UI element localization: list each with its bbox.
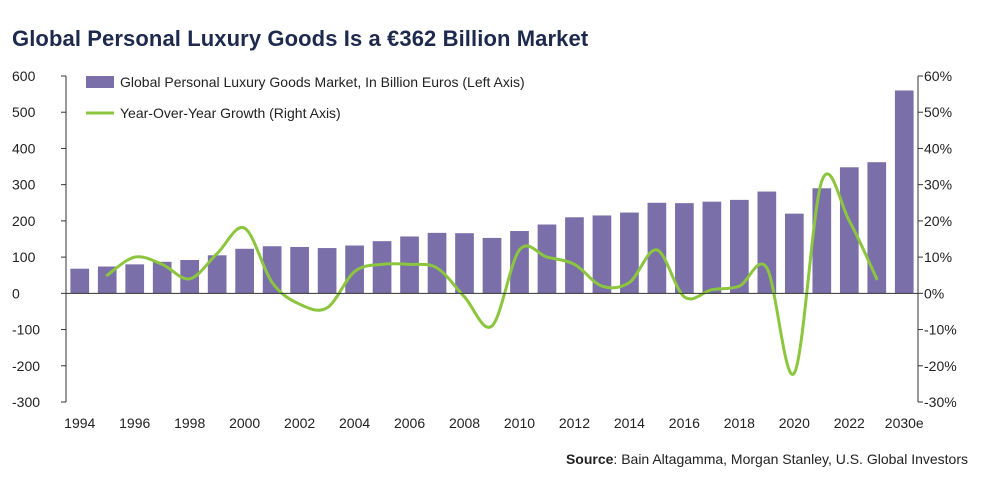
bar-1994 <box>70 268 90 294</box>
right-tick-label: 40% <box>924 140 952 156</box>
bar-2004 <box>345 245 364 294</box>
x-tick-label: 2018 <box>724 415 755 431</box>
source-text: : Bain Altagamma, Morgan Stanley, U.S. G… <box>613 451 968 467</box>
x-tick-label: 2020 <box>779 415 810 431</box>
x-tick-label: 2014 <box>614 415 645 431</box>
line-series <box>105 172 879 376</box>
x-tick-label: 1998 <box>174 415 205 431</box>
bar-1999 <box>207 255 227 294</box>
x-tick-label: 1996 <box>119 415 150 431</box>
left-tick-label: 200 <box>12 213 36 229</box>
bar-series <box>70 90 914 294</box>
left-tick-label: 300 <box>12 177 36 193</box>
right-tick-label: 50% <box>924 104 952 120</box>
bar-2019 <box>757 191 777 294</box>
bar-2023 <box>867 162 887 294</box>
bar-2001 <box>262 246 282 294</box>
right-tick-label: 0% <box>924 285 944 301</box>
left-tick-label: -200 <box>12 358 40 374</box>
x-tick-label: 2006 <box>394 415 425 431</box>
bar-2012 <box>565 217 584 294</box>
bar-2020 <box>784 213 804 294</box>
bar-2021 <box>812 188 832 294</box>
right-tick-label: 30% <box>924 177 952 193</box>
bar-2015 <box>647 202 667 294</box>
x-tick-label: 2012 <box>559 415 590 431</box>
bar-2003 <box>317 248 337 294</box>
left-tick-label: 500 <box>12 104 36 120</box>
legend-label-bar: Global Personal Luxury Goods Market, In … <box>120 74 525 90</box>
left-tick-label: 0 <box>12 285 20 301</box>
right-tick-label: 20% <box>924 213 952 229</box>
bar-2030e <box>894 90 914 294</box>
bar-2014 <box>620 212 639 294</box>
source-label: Source <box>565 451 614 467</box>
legend-swatch-bar <box>86 76 114 88</box>
right-tick-label: 60% <box>924 68 952 84</box>
left-tick-label: -100 <box>12 322 40 338</box>
x-tick-label: 2010 <box>504 415 535 431</box>
x-tick-label: 2002 <box>284 415 315 431</box>
bar-2017 <box>702 201 722 294</box>
bar-2009 <box>482 237 502 294</box>
bar-2016 <box>675 203 694 294</box>
x-tick-label: 2004 <box>339 415 370 431</box>
bar-1997 <box>152 261 172 294</box>
bar-1998 <box>180 260 200 294</box>
bar-1996 <box>125 264 145 294</box>
left-tick-label: 600 <box>12 68 36 84</box>
bar-2011 <box>537 224 557 294</box>
x-tick-label: 2022 <box>834 415 865 431</box>
bar-2000 <box>235 248 254 294</box>
right-tick-label: -20% <box>924 358 957 374</box>
left-tick-label: 100 <box>12 249 36 265</box>
legend: Global Personal Luxury Goods Market, In … <box>86 74 525 121</box>
growth-line <box>105 172 879 376</box>
bar-2007 <box>427 232 447 294</box>
left-tick-label: -300 <box>12 394 40 410</box>
right-tick-label: -30% <box>924 394 957 410</box>
right-tick-label: 10% <box>924 249 952 265</box>
source-note: Source: Bain Altagamma, Morgan Stanley, … <box>566 451 968 467</box>
chart-title: Global Personal Luxury Goods Is a €362 B… <box>12 26 589 51</box>
left-tick-label: 400 <box>12 140 36 156</box>
x-tick-label: 1994 <box>64 415 95 431</box>
x-tick-label: 2030e <box>885 415 924 431</box>
bar-2005 <box>372 241 392 294</box>
x-tick-label: 2016 <box>669 415 700 431</box>
bar-2002 <box>290 246 309 294</box>
bar-2022 <box>839 167 859 294</box>
legend-label-line: Year-Over-Year Growth (Right Axis) <box>120 105 341 121</box>
bar-2013 <box>592 215 612 294</box>
bar-2018 <box>730 199 749 294</box>
x-tick-label: 2000 <box>229 415 260 431</box>
x-tick-label: 2008 <box>449 415 480 431</box>
right-tick-label: -10% <box>924 322 957 338</box>
bar-2008 <box>455 233 474 294</box>
